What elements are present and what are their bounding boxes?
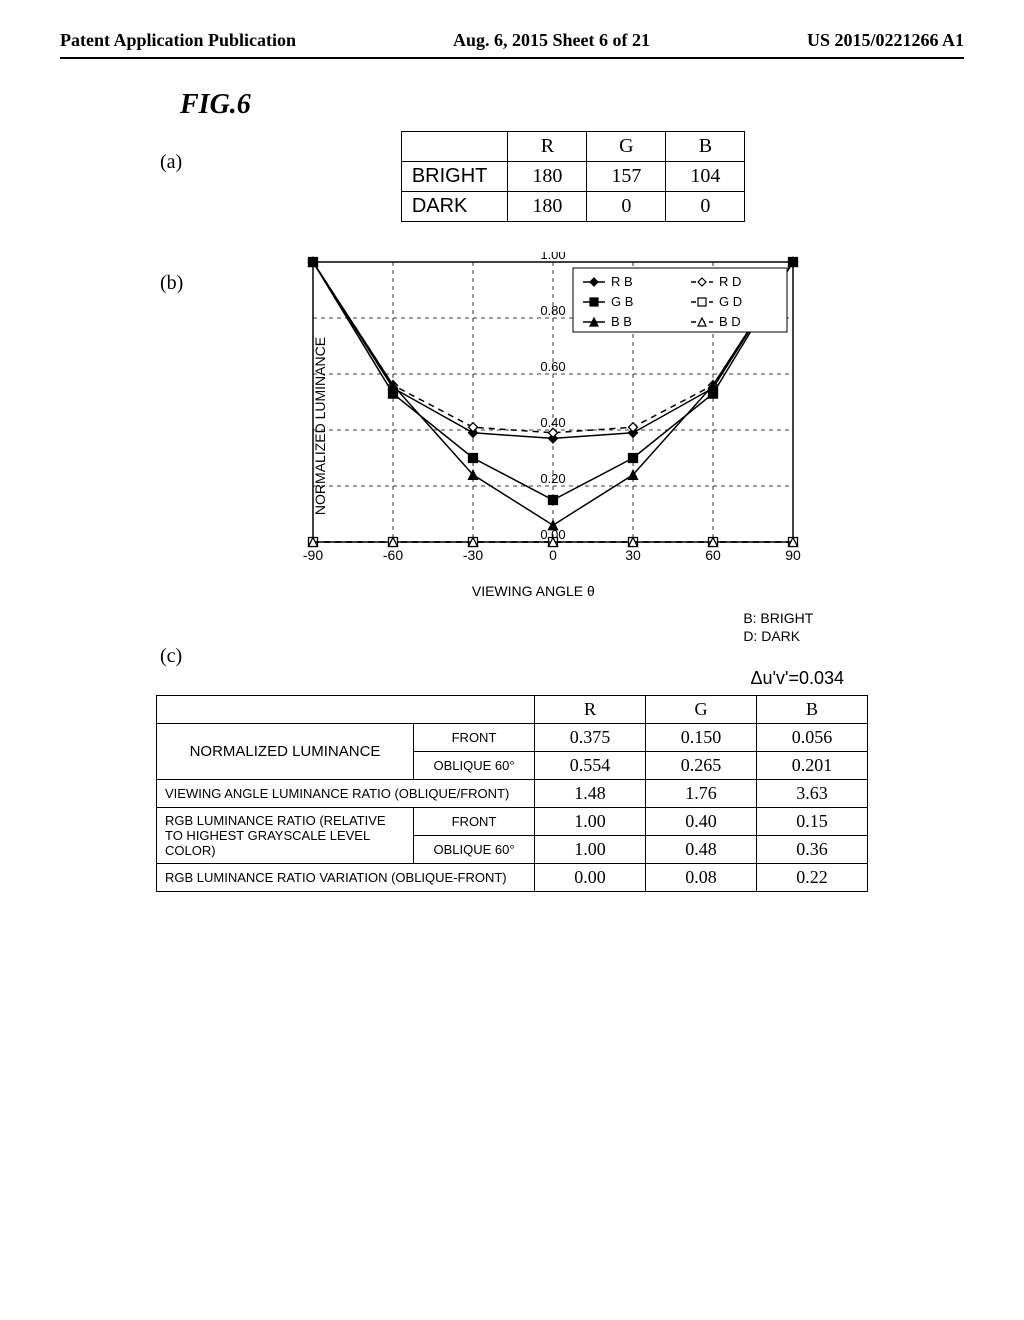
table-c-cell: 0.265 <box>646 752 757 780</box>
table-c-row-head: VIEWING ANGLE LUMINANCE RATIO (OBLIQUE/F… <box>157 780 535 808</box>
svg-text:B B: B B <box>611 314 632 329</box>
svg-text:0: 0 <box>549 547 557 563</box>
svg-text:60: 60 <box>706 547 722 563</box>
table-c-col: G <box>646 696 757 724</box>
header-center: Aug. 6, 2015 Sheet 6 of 21 <box>453 30 650 51</box>
section-c: (c) Δu'v'=0.034 RGB NORMALIZED LUMINANCEF… <box>60 625 964 892</box>
table-c-cell: 0.08 <box>646 864 757 892</box>
table-c-cell: 1.76 <box>646 780 757 808</box>
table-c-cell: 0.22 <box>757 864 868 892</box>
table-c-row-head: RGB LUMINANCE RATIO VARIATION (OBLIQUE-F… <box>157 864 535 892</box>
table-c-cell: 0.150 <box>646 724 757 752</box>
table-a-cell: 104 <box>666 162 745 192</box>
x-axis-label: VIEWING ANGLE θ <box>263 583 803 599</box>
table-c-cell: 1.00 <box>535 808 646 836</box>
table-c-col: R <box>535 696 646 724</box>
table-a-cell: 157 <box>587 162 666 192</box>
svg-text:30: 30 <box>626 547 642 563</box>
svg-text:-30: -30 <box>463 547 483 563</box>
table-c-subcol: FRONT <box>414 808 535 836</box>
svg-text:G D: G D <box>719 294 742 309</box>
table-c: RGBNORMALIZED LUMINANCEFRONT0.3750.1500.… <box>156 695 868 892</box>
table-a-col: G <box>587 132 666 162</box>
table-c-cell: 0.48 <box>646 836 757 864</box>
table-c-cell: 1.48 <box>535 780 646 808</box>
table-a-cell: 0 <box>666 192 745 222</box>
header-right: US 2015/0221266 A1 <box>807 30 964 51</box>
svg-text:-90: -90 <box>303 547 323 563</box>
legend-note: B: BRIGHT D: DARK <box>743 610 813 645</box>
note-bright: B: BRIGHT <box>743 610 813 628</box>
section-c-label: (c) <box>160 645 182 668</box>
table-c-subcol: FRONT <box>414 724 535 752</box>
section-b: (b) NORMALIZED LUMINANCE 0.000.200.400.6… <box>60 252 964 599</box>
note-dark: D: DARK <box>743 628 813 646</box>
chart-container: NORMALIZED LUMINANCE 0.000.200.400.600.8… <box>263 252 803 599</box>
svg-text:-60: -60 <box>383 547 403 563</box>
table-a-row-label: BRIGHT <box>401 162 508 192</box>
table-a-col: R <box>508 132 587 162</box>
table-a-cell: 0 <box>587 192 666 222</box>
table-c-cell: 0.36 <box>757 836 868 864</box>
figure-label: FIG.6 <box>180 89 964 121</box>
header-left: Patent Application Publication <box>60 30 296 51</box>
section-a-label: (a) <box>160 151 182 174</box>
table-a-cell: 180 <box>508 162 587 192</box>
table-c-cell: 1.00 <box>535 836 646 864</box>
svg-text:90: 90 <box>786 547 802 563</box>
table-c-row-head: NORMALIZED LUMINANCE <box>157 724 414 780</box>
table-c-col: B <box>757 696 868 724</box>
luminance-chart: 0.000.200.400.600.801.00-90-60-300306090… <box>263 252 803 572</box>
delta-value: Δu'v'=0.034 <box>60 668 844 689</box>
table-c-subcol: OBLIQUE 60° <box>414 836 535 864</box>
svg-text:R B: R B <box>611 274 633 289</box>
table-a-col: B <box>666 132 745 162</box>
table-c-row-head: RGB LUMINANCE RATIO (RELATIVE TO HIGHEST… <box>157 808 414 864</box>
page: Patent Application Publication Aug. 6, 2… <box>0 0 1024 932</box>
page-header: Patent Application Publication Aug. 6, 2… <box>60 30 964 59</box>
table-c-cell: 0.40 <box>646 808 757 836</box>
table-c-cell: 0.201 <box>757 752 868 780</box>
svg-text:1.00: 1.00 <box>541 252 566 262</box>
section-b-label: (b) <box>160 272 183 295</box>
table-c-cell: 0.15 <box>757 808 868 836</box>
table-a-row-label: DARK <box>401 192 508 222</box>
table-c-cell: 0.00 <box>535 864 646 892</box>
table-c-subcol: OBLIQUE 60° <box>414 752 535 780</box>
table-a-cell: 180 <box>508 192 587 222</box>
svg-text:G B: G B <box>611 294 633 309</box>
section-a: (a) RGBBRIGHT180157104DARK18000 <box>60 131 964 222</box>
y-axis-label: NORMALIZED LUMINANCE <box>312 336 328 514</box>
table-c-cell: 0.554 <box>535 752 646 780</box>
table-c-cell: 0.375 <box>535 724 646 752</box>
table-c-cell: 3.63 <box>757 780 868 808</box>
svg-text:R D: R D <box>719 274 741 289</box>
svg-text:B D: B D <box>719 314 741 329</box>
table-c-cell: 0.056 <box>757 724 868 752</box>
table-a: RGBBRIGHT180157104DARK18000 <box>401 131 746 222</box>
